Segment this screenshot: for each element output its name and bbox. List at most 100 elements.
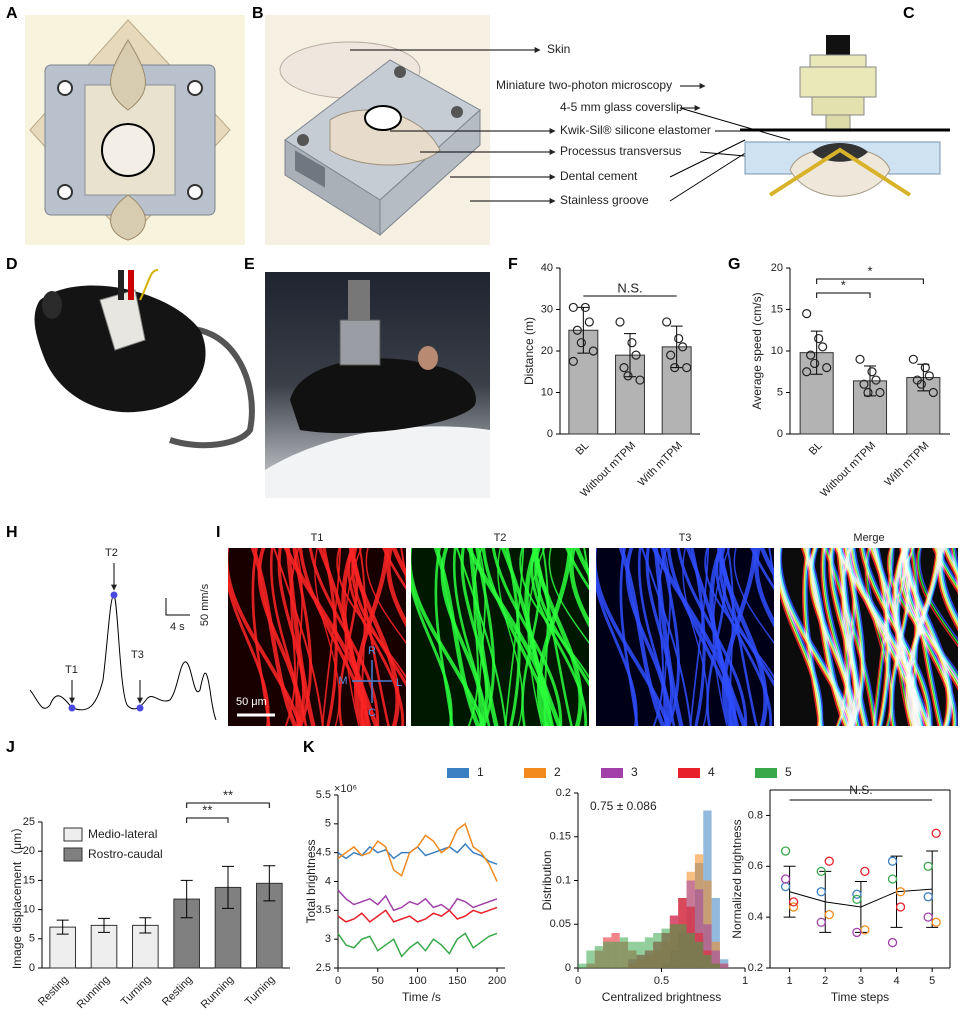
category-label: BL bbox=[807, 440, 825, 458]
vessel bbox=[848, 548, 857, 726]
data-point bbox=[920, 363, 930, 373]
y-tick-label: 40 bbox=[541, 262, 553, 274]
vessel bbox=[548, 548, 589, 645]
vessel bbox=[651, 548, 737, 726]
line bbox=[337, 889, 498, 912]
histogram-bar bbox=[644, 937, 654, 968]
data-point bbox=[674, 333, 684, 344]
panel-label: F bbox=[508, 256, 518, 273]
annotation: 4-5 mm glass coverslip bbox=[560, 100, 683, 114]
legend-label: 4 bbox=[708, 765, 715, 779]
data-point bbox=[852, 889, 862, 899]
data-point bbox=[678, 342, 688, 352]
vessel bbox=[704, 548, 774, 680]
category-label: Turning bbox=[243, 974, 278, 1009]
direction-label: C bbox=[368, 707, 376, 719]
vessel bbox=[477, 548, 487, 726]
histogram-bar bbox=[653, 933, 662, 968]
data-point bbox=[635, 375, 645, 385]
panel-label: B bbox=[252, 5, 264, 22]
vessel bbox=[382, 548, 406, 591]
data-point bbox=[588, 346, 598, 356]
vessel bbox=[468, 548, 499, 726]
image-channel bbox=[596, 548, 774, 726]
data-point bbox=[887, 856, 898, 866]
histogram-bar bbox=[603, 941, 612, 968]
data-point bbox=[816, 866, 826, 877]
image-title: T2 bbox=[494, 532, 507, 544]
y-tick-label: 0.2 bbox=[556, 787, 571, 799]
y-tick-label: 0.8 bbox=[748, 809, 763, 821]
data-point bbox=[916, 379, 926, 389]
y-axis-label: Image displacement（μm） bbox=[10, 821, 24, 969]
line bbox=[337, 822, 498, 882]
histogram-bar bbox=[686, 933, 695, 968]
y-tick-label: 0 bbox=[565, 962, 571, 974]
vessel bbox=[823, 548, 861, 726]
vessel bbox=[837, 548, 923, 726]
histogram-bar bbox=[711, 950, 720, 968]
vessel bbox=[455, 548, 507, 726]
y-tick-label: 2.5 bbox=[316, 962, 331, 974]
panel-label: I bbox=[216, 524, 220, 541]
direction-label: M bbox=[338, 675, 347, 687]
vessel bbox=[365, 548, 406, 645]
y-tick-label: 20 bbox=[541, 345, 553, 357]
illustration-b bbox=[265, 15, 490, 245]
image-overlay: R M L C 50 μm bbox=[236, 645, 402, 719]
data-point bbox=[682, 363, 692, 373]
annotation: 0.75 ± 0.086 bbox=[590, 799, 657, 813]
annotation: Miniature two-photon microscopy bbox=[496, 78, 672, 92]
vessel bbox=[919, 548, 958, 641]
category-label: Resting bbox=[36, 974, 71, 1009]
scale-label: 50 μm bbox=[236, 696, 267, 708]
histogram-bar bbox=[619, 937, 629, 968]
x-tick-label: 0 bbox=[335, 975, 341, 987]
annotation: Dental cement bbox=[560, 169, 638, 183]
y-tick-label: 15 bbox=[23, 874, 35, 886]
vessel bbox=[726, 548, 734, 726]
panel-label: G bbox=[728, 256, 740, 273]
significance-label: * bbox=[841, 277, 846, 292]
legend-label: 2 bbox=[554, 765, 561, 779]
x-tick-label: 3 bbox=[858, 975, 864, 987]
significance-bracket bbox=[816, 278, 924, 284]
vessel bbox=[344, 548, 363, 726]
vessel bbox=[839, 548, 870, 726]
data-point bbox=[810, 358, 820, 369]
vessel bbox=[574, 548, 589, 578]
panel-label: E bbox=[244, 256, 255, 273]
legend-swatch bbox=[447, 768, 469, 778]
vessel bbox=[541, 548, 549, 726]
x-axis-label: Time steps bbox=[831, 990, 889, 1004]
y-tick-label: 10 bbox=[541, 386, 553, 398]
vessel bbox=[285, 548, 316, 726]
vessel bbox=[452, 548, 491, 726]
vessel bbox=[565, 548, 589, 591]
vessel bbox=[294, 548, 304, 726]
vessel bbox=[283, 548, 369, 726]
data-point bbox=[824, 909, 834, 920]
category-label: Running bbox=[199, 974, 236, 1011]
significance-label: ** bbox=[202, 802, 212, 817]
significance-bracket bbox=[816, 292, 871, 298]
data-point bbox=[908, 354, 918, 364]
vessel bbox=[759, 548, 774, 578]
data-point bbox=[568, 302, 578, 313]
y-axis-label: Distance (m) bbox=[522, 317, 536, 385]
legend-swatch bbox=[755, 768, 777, 778]
vessel bbox=[712, 548, 731, 726]
vessel bbox=[272, 548, 324, 726]
data-point bbox=[666, 350, 676, 360]
scale-x: 4 s bbox=[170, 621, 185, 633]
annotation: Stainless groove bbox=[560, 193, 649, 207]
y-tick-label: 30 bbox=[541, 303, 553, 315]
data-point bbox=[814, 333, 824, 344]
legend-label: Rostro-caudal bbox=[88, 847, 163, 861]
vessel bbox=[269, 548, 308, 726]
data-point bbox=[806, 350, 816, 360]
histogram-bar bbox=[586, 950, 595, 968]
vessel bbox=[888, 548, 958, 680]
data-point bbox=[619, 363, 629, 373]
data-point bbox=[860, 866, 870, 877]
